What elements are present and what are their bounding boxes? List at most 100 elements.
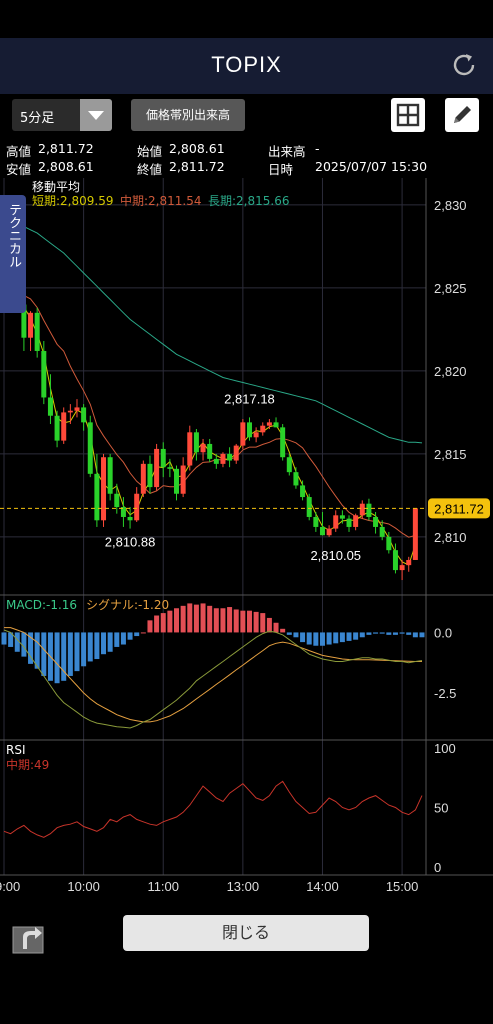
macd-histogram-bar	[200, 603, 206, 633]
datetime-value: 2025/07/07 15:30	[315, 159, 428, 174]
price-axis-label: 2,810	[434, 530, 467, 545]
time-axis-label: 14:00	[306, 879, 339, 894]
candle-body	[353, 515, 359, 527]
back-arrow-icon[interactable]	[11, 919, 47, 955]
candle-body	[41, 350, 47, 398]
candle-body	[392, 550, 398, 571]
candle-body	[207, 443, 213, 459]
open-value: 2,808.61	[169, 141, 225, 156]
candle-body	[87, 422, 93, 474]
macd-histogram-bar	[21, 632, 27, 657]
macd-histogram-bar	[41, 632, 47, 676]
macd-legend: MACD:-1.16	[6, 598, 77, 612]
price-axis-label: 2,825	[434, 281, 467, 296]
candle-body	[286, 457, 292, 473]
rsi-axis-label: 50	[434, 801, 448, 816]
price-axis-label: 2,830	[434, 198, 467, 213]
volume-profile-button[interactable]: 価格帯別出来高	[131, 99, 245, 131]
candle-body	[28, 312, 34, 338]
macd-histogram-bar	[87, 632, 93, 662]
candle-body	[147, 463, 153, 488]
page-title: TOPIX	[211, 52, 282, 77]
macd-histogram-bar	[167, 610, 173, 633]
candle-body	[120, 507, 126, 517]
candle-body	[74, 407, 80, 411]
candle-body	[81, 407, 87, 423]
datetime-label: 日時	[268, 162, 294, 177]
close-value: 2,811.72	[169, 159, 225, 174]
macd-histogram-bar	[286, 632, 292, 635]
time-axis-label: 09:00	[0, 879, 20, 894]
candle-body	[339, 515, 345, 519]
macd-histogram-bar	[81, 632, 87, 667]
macd-histogram-bar	[94, 632, 100, 660]
candle-body	[233, 445, 239, 461]
rsi-legend: 中期:49	[6, 757, 49, 772]
technical-tab[interactable]: テクニカル	[0, 195, 26, 313]
macd-histogram-bar	[280, 628, 286, 633]
low-label: 安値	[6, 162, 32, 177]
chart-background	[0, 178, 493, 875]
pencil-icon[interactable]	[445, 98, 479, 132]
candle-body	[21, 304, 27, 338]
technical-tab-label: テクニカル	[6, 203, 21, 268]
ma-legend-item: 中期:2,811.54	[120, 193, 201, 208]
rsi-line	[3, 780, 423, 838]
candle-body	[213, 458, 219, 464]
candle-body	[240, 422, 246, 446]
macd-histogram-bar	[174, 608, 180, 633]
candle-body	[187, 432, 193, 466]
candle-body	[379, 526, 385, 537]
candle-body	[326, 528, 332, 536]
macd-histogram-bar	[333, 632, 339, 644]
macd-axis-label: 0.0	[434, 625, 452, 640]
rsi-axis-label: 100	[434, 741, 456, 756]
candle-body	[300, 485, 306, 498]
refresh-icon[interactable]	[449, 50, 479, 80]
macd-histogram-bar	[134, 632, 140, 637]
macd-histogram-bar	[154, 615, 160, 633]
macd-histogram-bar	[127, 632, 133, 640]
macd-histogram-bar	[379, 632, 385, 634]
candle-body	[412, 508, 418, 560]
long-ma-line	[4, 221, 423, 444]
bottom-bar: 閉じる	[0, 905, 493, 965]
candle-body	[127, 516, 133, 521]
time-axis-label: 15:00	[386, 879, 419, 894]
interval-select[interactable]: 5分足	[12, 99, 112, 131]
candle-body	[246, 422, 252, 438]
candle-body	[54, 415, 60, 441]
candle-body	[280, 427, 286, 458]
grid-icon[interactable]	[391, 98, 425, 132]
macd-histogram-bar	[187, 603, 193, 633]
time-axis-label: 11:00	[147, 879, 179, 894]
candle-body	[220, 453, 226, 464]
candle-body	[180, 465, 186, 494]
macd-histogram-bar	[373, 632, 379, 634]
close-button[interactable]: 閉じる	[123, 915, 369, 951]
current-price-label: 2,811.72	[434, 501, 484, 516]
macd-axis-label: -2.5	[434, 686, 456, 701]
macd-histogram-bar	[147, 620, 153, 633]
macd-histogram-bar	[306, 632, 312, 645]
candle-body	[359, 503, 365, 516]
candle-body	[406, 559, 412, 566]
macd-histogram-bar	[366, 632, 372, 635]
candle-body	[107, 457, 113, 494]
candle-body	[114, 493, 120, 508]
candle-body	[346, 518, 352, 527]
macd-histogram-bar	[313, 632, 319, 646]
chart-area[interactable]: 2,830 2,825 2,820 2,815 2,810 09:00 10:00 11:00…	[0, 178, 493, 905]
macd-histogram-bar	[160, 613, 166, 633]
candle-body	[253, 432, 259, 438]
rsi-axis-label: 0	[434, 860, 441, 875]
candle-body	[154, 448, 160, 488]
macd-histogram-bar	[386, 632, 392, 635]
macd-histogram-bar	[1, 632, 7, 645]
macd-histogram-bar	[399, 632, 405, 634]
candle-body	[373, 516, 379, 527]
macd-histogram-bar	[300, 632, 306, 643]
macd-histogram-bar	[233, 609, 239, 633]
macd-histogram-bar	[353, 632, 359, 640]
rsi-title: RSI	[6, 743, 26, 757]
